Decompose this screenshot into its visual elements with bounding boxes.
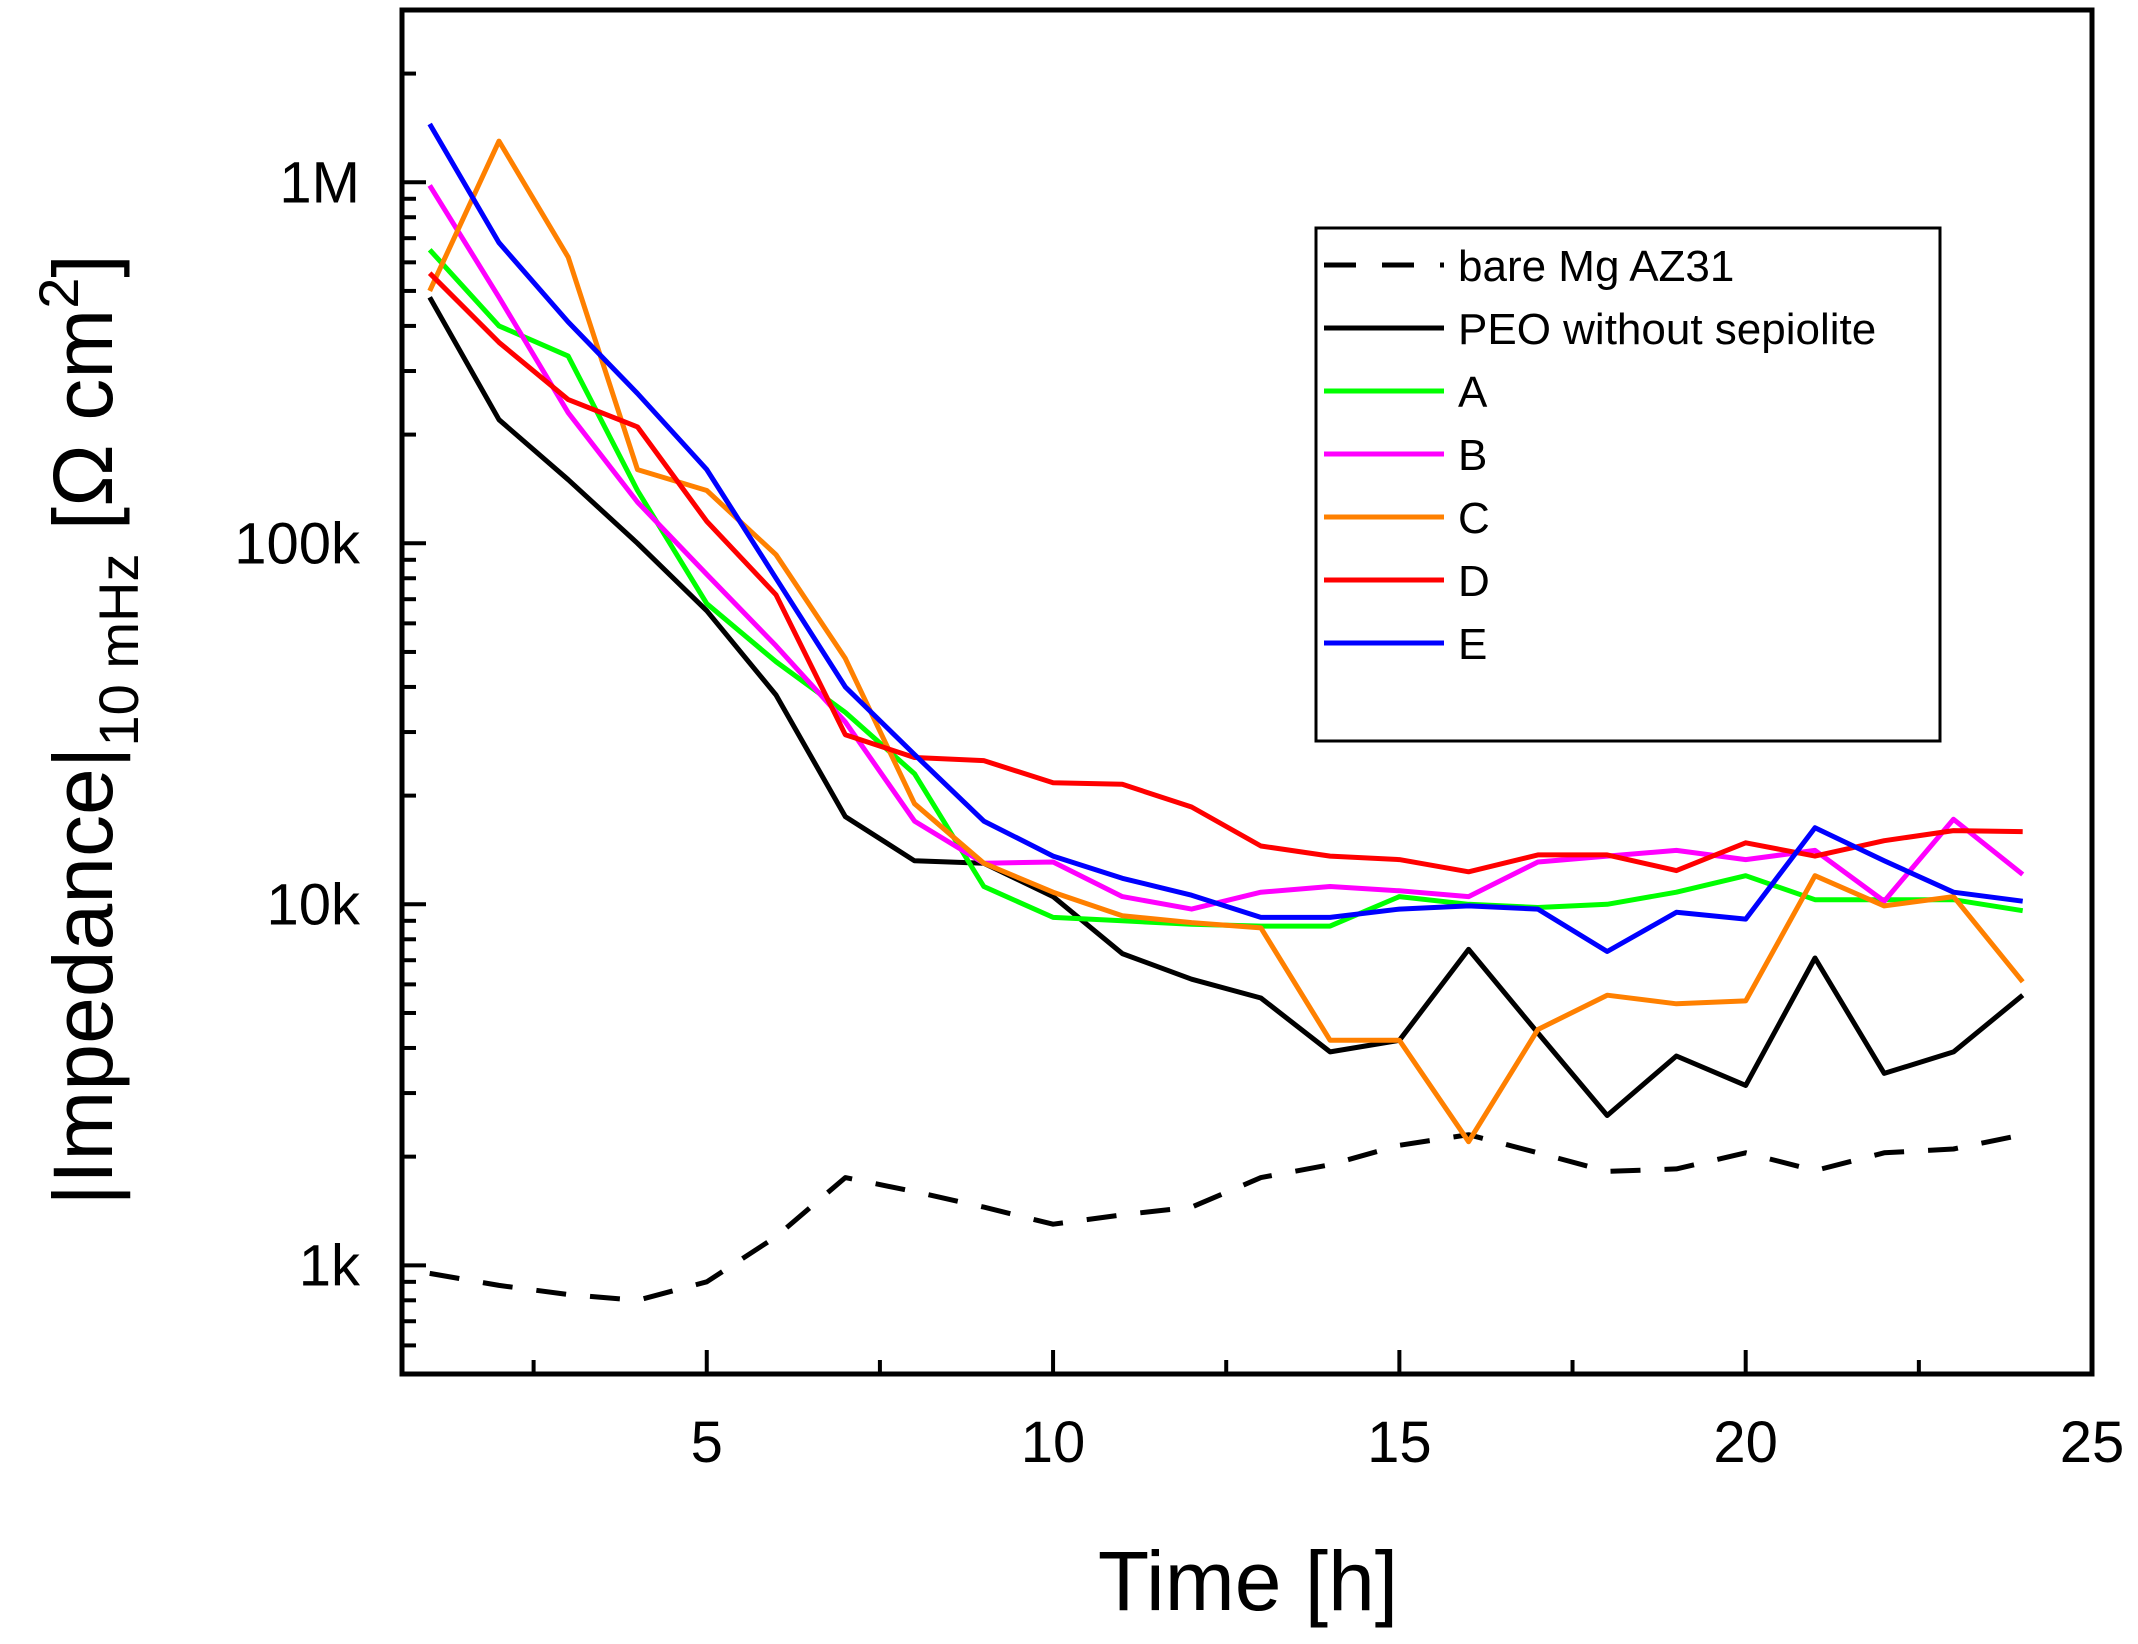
- x-tick-label: 15: [1367, 1410, 1432, 1475]
- series-line-5: [427, 271, 2023, 875]
- legend-label: C: [1458, 494, 1490, 543]
- x-tick-label: 20: [1713, 1410, 1778, 1475]
- legend-label: E: [1458, 620, 1487, 669]
- series-line-0: [429, 1132, 2024, 1303]
- series-lines: [427, 122, 2025, 1303]
- legend-label: D: [1458, 557, 1490, 606]
- x-tick-label: 10: [1021, 1410, 1086, 1475]
- series-line-4: [427, 138, 2025, 1145]
- legend-label: A: [1458, 368, 1488, 417]
- y-tick-label: 10k: [266, 872, 361, 937]
- y-axis-title-unit: [Ω cm: [36, 309, 130, 554]
- y-axis-title: |Impedance|10 mHz [Ω cm2]: [27, 254, 150, 1205]
- y-tick-label: 100k: [234, 511, 361, 576]
- y-axis-title-unit-end: ]: [36, 254, 130, 277]
- series-line-1: [427, 296, 2025, 1118]
- series-line-6: [427, 122, 2024, 954]
- plot-frame: [399, 7, 2095, 1377]
- tick-labels: 5 10 15 20 25 1k 10k 100k 1M: [234, 150, 2124, 1475]
- x-tick-label: 25: [2060, 1410, 2125, 1475]
- x-axis-title: Time [h]: [1098, 1534, 1398, 1628]
- legend-label: PEO without sepiolite: [1458, 305, 1876, 354]
- y-tick-label: 1M: [279, 150, 360, 215]
- legend-box: [1314, 226, 1942, 743]
- y-axis-title-subscript: 10 mHz: [87, 554, 150, 747]
- y-tick-label: 1k: [299, 1233, 361, 1298]
- series-line-3: [427, 184, 2025, 912]
- y-axis-title-main: |Impedance|: [36, 746, 130, 1205]
- x-tick-label: 5: [691, 1410, 723, 1475]
- legend-label: bare Mg AZ31: [1458, 242, 1734, 291]
- y-axis-title-superscript: 2: [27, 278, 90, 309]
- legend-label: B: [1458, 431, 1487, 480]
